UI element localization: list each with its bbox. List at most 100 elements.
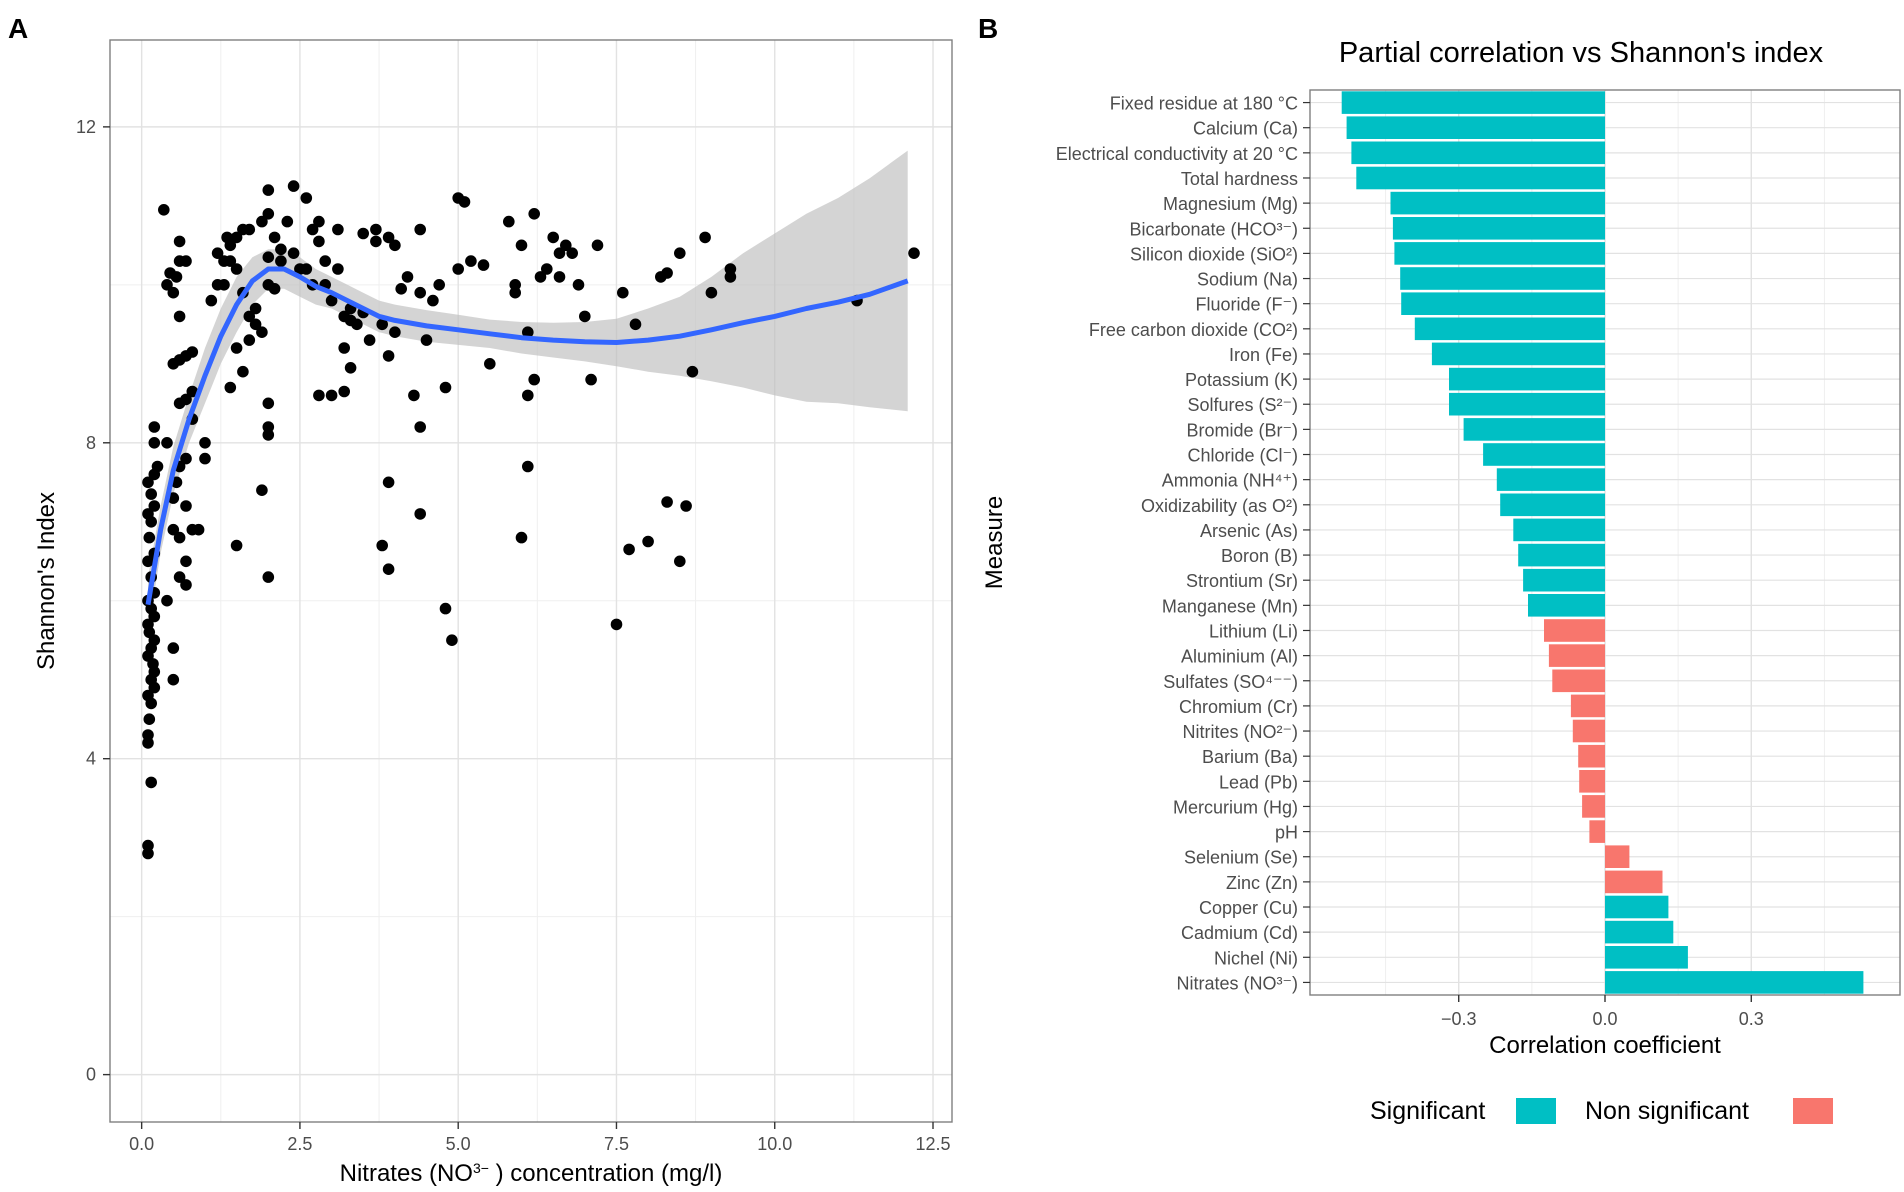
data-point: [515, 531, 528, 544]
category-label: Aluminium (Al): [1181, 647, 1298, 667]
category-label: Strontium (Sr): [1186, 571, 1298, 591]
y-tick-label: 4: [86, 749, 96, 769]
data-point: [167, 642, 180, 654]
bar: [1449, 367, 1605, 391]
data-point: [161, 279, 173, 291]
data-point: [148, 500, 161, 512]
category-label: Fixed residue at 180 °C: [1110, 94, 1298, 114]
category-label: Solfures (S²⁻): [1187, 395, 1298, 415]
data-point: [370, 223, 382, 236]
data-point: [414, 508, 427, 520]
bar: [1548, 644, 1605, 667]
x-tick-label: 12.5: [915, 1134, 950, 1154]
data-point: [262, 251, 275, 263]
data-point: [173, 310, 186, 323]
legend-swatch-non-significant: [1793, 1098, 1833, 1124]
category-label: pH: [1275, 823, 1298, 843]
data-point: [143, 531, 156, 544]
data-point: [477, 259, 490, 271]
bar: [1513, 518, 1605, 542]
data-point: [186, 385, 199, 398]
data-point: [145, 776, 157, 789]
bar: [1390, 191, 1605, 215]
panel-a-label: A: [8, 13, 28, 44]
bar: [1605, 870, 1663, 894]
data-point: [553, 247, 566, 259]
bar: [1589, 820, 1605, 843]
category-label: Nitrites (NO²⁻): [1183, 722, 1299, 742]
data-point: [167, 523, 180, 536]
data-point: [528, 373, 540, 386]
category-label: Sulfates (SO⁴⁻⁻): [1163, 672, 1298, 692]
bar: [1346, 116, 1605, 139]
bar: [1463, 418, 1605, 441]
category-label: Oxidizability (as O²): [1141, 496, 1298, 516]
category-label: Manganese (Mn): [1162, 596, 1298, 616]
data-point: [199, 452, 211, 465]
data-point: [180, 500, 192, 512]
category-label: Lead (Pb): [1219, 772, 1298, 792]
data-point: [686, 365, 699, 378]
data-point: [306, 223, 319, 236]
data-point: [180, 555, 192, 568]
data-point: [401, 271, 414, 283]
data-point: [522, 326, 534, 339]
data-point: [427, 294, 439, 307]
data-point: [256, 326, 268, 339]
data-point: [439, 381, 452, 394]
data-point: [173, 571, 186, 583]
data-point: [566, 247, 578, 259]
bar: [1431, 342, 1605, 366]
data-point: [414, 421, 427, 433]
category-label: Electrical conductivity at 20 °C: [1056, 144, 1298, 164]
category-label: Calcium (Ca): [1193, 119, 1298, 139]
x-tick-label: 0.3: [1739, 1009, 1764, 1029]
data-point: [370, 235, 382, 248]
category-label: Selenium (Se): [1184, 848, 1298, 868]
category-label: Bicarbonate (HCO³⁻): [1129, 219, 1298, 239]
data-point: [541, 263, 553, 275]
data-point: [560, 239, 572, 252]
data-point: [256, 484, 268, 497]
category-label: Total hardness: [1181, 169, 1298, 189]
data-point: [585, 373, 597, 386]
data-point: [351, 318, 363, 331]
category-label: Potassium (K): [1185, 370, 1298, 390]
y-axis-ticks: 0 4 8 12: [76, 117, 110, 1085]
data-point: [572, 279, 585, 291]
legend-swatch-significant: [1516, 1098, 1556, 1124]
data-point: [338, 342, 351, 354]
category-label: Fluoride (F⁻): [1195, 295, 1298, 315]
data-point: [332, 223, 344, 236]
bars: [1341, 91, 1864, 994]
category-label: Ammonia (NH⁴⁺): [1162, 471, 1298, 491]
bar: [1356, 166, 1605, 190]
data-point: [180, 579, 192, 591]
smooth-line: [145, 266, 909, 606]
data-point: [382, 563, 395, 575]
data-point: [145, 488, 157, 500]
bar: [1414, 317, 1605, 341]
data-point: [452, 263, 465, 275]
data-point: [674, 555, 686, 568]
bar: [1483, 443, 1605, 466]
data-point: [439, 602, 452, 615]
bar: [1351, 141, 1605, 165]
bar: [1518, 543, 1605, 567]
data-point: [338, 385, 351, 398]
data-point: [908, 247, 920, 259]
x-tick-label: 0.0: [1592, 1009, 1617, 1029]
data-point: [256, 215, 268, 228]
data-point: [151, 460, 164, 473]
data-point: [642, 535, 654, 548]
category-label: Zinc (Zn): [1226, 873, 1298, 893]
bar: [1572, 719, 1605, 743]
data-point: [167, 673, 180, 686]
data-point: [382, 350, 395, 362]
data-point: [446, 634, 458, 646]
bar: [1552, 669, 1605, 693]
legend: Significant Non significant: [1370, 1097, 1833, 1125]
data-point: [142, 555, 154, 568]
data-point: [224, 239, 237, 252]
